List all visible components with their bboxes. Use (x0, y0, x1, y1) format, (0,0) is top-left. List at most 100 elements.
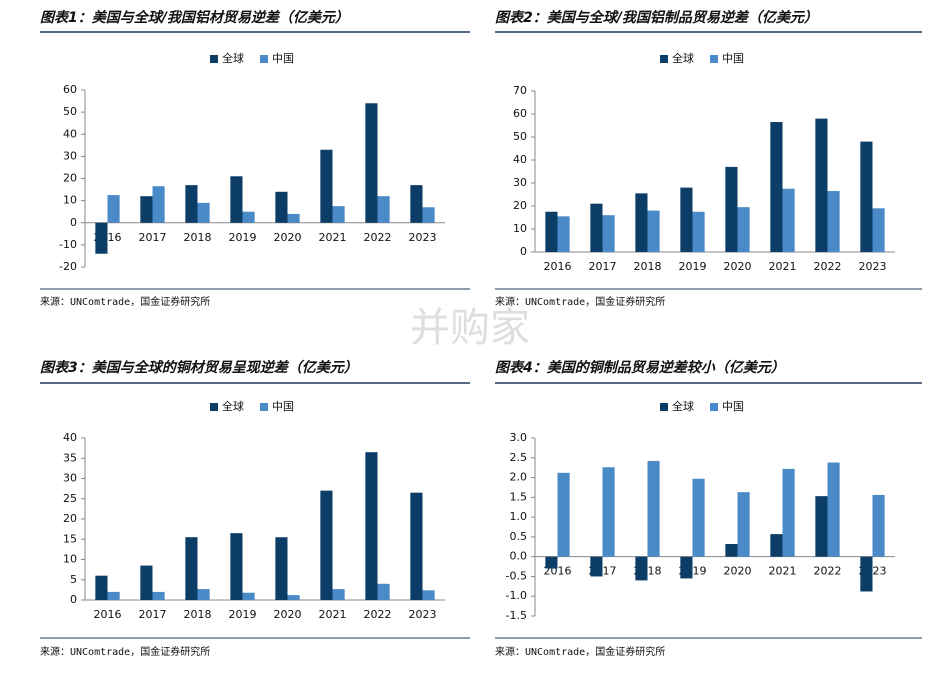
bar (422, 590, 435, 600)
legend-label: 全球 (672, 51, 694, 65)
bar (545, 211, 558, 252)
legend-swatch (660, 55, 668, 63)
x-tick-label: 2022 (364, 231, 392, 244)
x-tick-label: 2018 (184, 608, 212, 621)
y-tick-label: 50 (513, 130, 527, 143)
bar (692, 478, 705, 557)
y-tick-label: 50 (63, 105, 77, 118)
x-tick-label: 2019 (229, 608, 257, 621)
bar (377, 583, 390, 600)
y-tick-label: 20 (513, 199, 527, 212)
watermark: 并购家 (410, 305, 530, 351)
y-tick-label: 0.0 (510, 550, 528, 563)
bar (332, 589, 345, 600)
bar (557, 216, 570, 252)
bar (602, 215, 615, 252)
bar (320, 490, 333, 600)
y-tick-label: -1.5 (506, 609, 527, 622)
bar (602, 467, 615, 557)
x-tick-label: 2018 (184, 231, 212, 244)
y-tick-label: 0 (70, 593, 77, 606)
y-tick-label: 1.5 (510, 490, 528, 503)
bar (860, 141, 873, 252)
bar (287, 213, 300, 223)
x-tick-label: 2023 (859, 260, 887, 273)
bar (365, 103, 378, 223)
bar (860, 556, 873, 592)
x-tick-label: 2021 (769, 260, 797, 273)
bar (557, 472, 570, 557)
source: 来源：UNComtrade，国金证券研究所 (495, 645, 665, 658)
x-tick-label: 2017 (589, 260, 617, 273)
y-tick-label: -10 (59, 238, 77, 251)
y-tick-label: -1.0 (506, 589, 527, 602)
x-tick-label: 2020 (724, 565, 752, 578)
legend-label: 全球 (222, 399, 244, 413)
bar (680, 556, 693, 579)
bar (365, 452, 378, 600)
legend-swatch (710, 403, 718, 411)
bar (815, 118, 828, 252)
chart-title: 图表1：美国与全球/我国铝材贸易逆差（亿美元） (40, 9, 349, 26)
y-tick-label: 30 (63, 472, 77, 485)
bar (140, 196, 153, 223)
x-tick-label: 2020 (724, 260, 752, 273)
bar (377, 196, 390, 223)
x-tick-label: 2019 (679, 260, 707, 273)
y-tick-label: 10 (513, 222, 527, 235)
y-tick-label: -20 (59, 260, 77, 273)
y-tick-label: -0.5 (506, 569, 527, 582)
y-tick-label: 0 (520, 245, 527, 258)
bar (107, 591, 120, 600)
x-tick-label: 2016 (94, 608, 122, 621)
x-tick-label: 2021 (319, 608, 347, 621)
bar (827, 462, 840, 557)
bar (782, 188, 795, 252)
x-tick-label: 2023 (409, 231, 437, 244)
chart-title: 图表3：美国与全球的铜材贸易呈现逆差（亿美元） (40, 359, 358, 376)
legend-label: 中国 (722, 400, 744, 413)
y-tick-label: 40 (63, 127, 77, 140)
x-tick-label: 2021 (319, 231, 347, 244)
chart-title: 图表2：美国与全球/我国铝制品贸易逆差（亿美元） (495, 9, 818, 26)
legend-label: 中国 (272, 52, 294, 65)
y-tick-label: 2.0 (510, 471, 528, 484)
legend-label: 全球 (672, 399, 694, 413)
y-tick-label: 35 (63, 451, 77, 464)
bar (545, 556, 558, 569)
x-tick-label: 2019 (229, 231, 257, 244)
bar (410, 185, 423, 223)
y-tick-label: 0 (70, 216, 77, 229)
source: 来源：UNComtrade，国金证券研究所 (495, 295, 665, 308)
bar (872, 208, 885, 252)
legend-swatch (260, 403, 268, 411)
y-tick-label: 0.5 (510, 530, 528, 543)
bar (140, 565, 153, 600)
bar (197, 202, 210, 223)
source: 来源：UNComtrade，国金证券研究所 (40, 645, 210, 658)
bar (275, 191, 288, 223)
bar (185, 185, 198, 223)
y-tick-label: 2.5 (510, 451, 528, 464)
bar (242, 211, 255, 223)
bar (782, 468, 795, 557)
x-tick-label: 2023 (409, 608, 437, 621)
legend-swatch (660, 403, 668, 411)
bar (725, 166, 738, 252)
bar (320, 149, 333, 223)
bar (815, 496, 828, 557)
bar (635, 556, 648, 581)
chart-title: 图表4：美国的铜制品贸易逆差较小（亿美元） (495, 359, 785, 376)
y-tick-label: 30 (513, 176, 527, 189)
x-tick-label: 2022 (814, 260, 842, 273)
x-tick-label: 2020 (274, 231, 302, 244)
source: 来源：UNComtrade，国金证券研究所 (40, 295, 210, 308)
bar (770, 122, 783, 252)
y-tick-label: 15 (63, 532, 77, 545)
legend-label: 中国 (272, 400, 294, 413)
bar (230, 176, 243, 223)
legend-swatch (210, 55, 218, 63)
bar (107, 195, 120, 223)
x-tick-label: 2016 (544, 260, 572, 273)
